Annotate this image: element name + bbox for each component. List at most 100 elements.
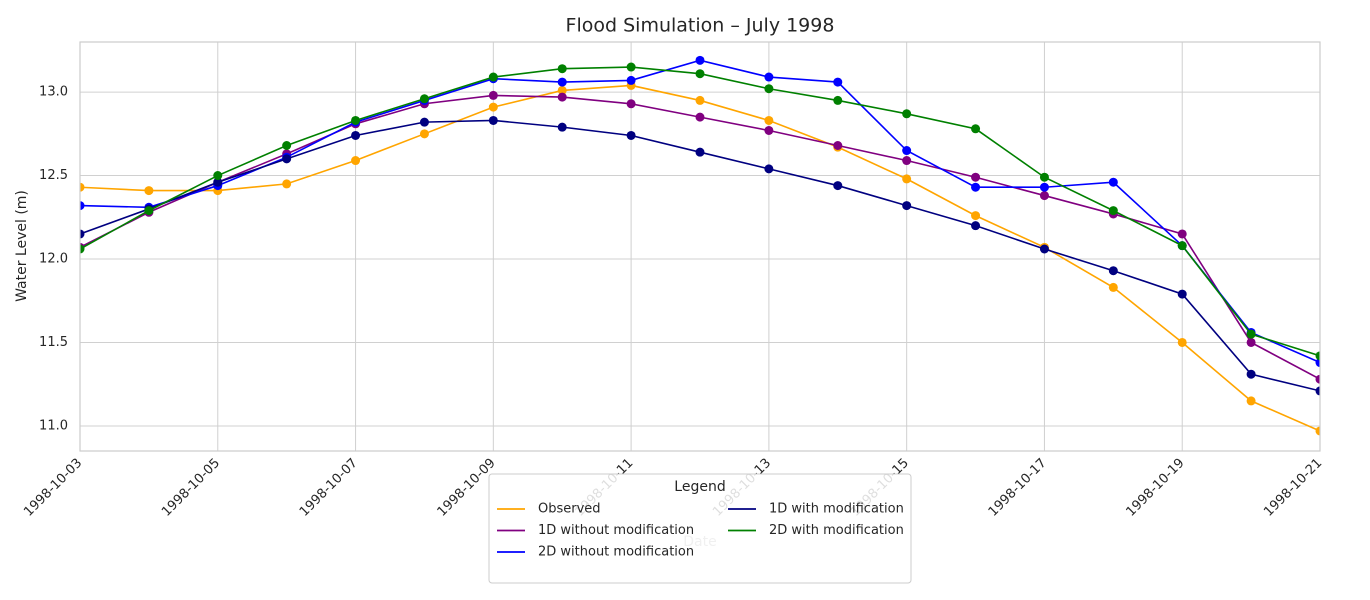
data-point [1315,426,1320,436]
data-point [1177,337,1187,347]
legend-title: Legend [674,479,725,495]
data-point [695,112,705,122]
data-point [626,75,636,85]
data-point [764,115,774,125]
legend-label: 1D with modification [769,502,904,517]
plot-frame [79,41,1321,452]
data-point [695,147,705,157]
data-point [833,77,843,87]
x-tick-label: 1998-10-07 [297,456,361,520]
data-point [1039,244,1049,254]
x-tick-label: 1998-10-05 [159,456,223,520]
series-line [80,66,1320,357]
data-point [1246,369,1256,379]
data-point [488,90,498,100]
data-point [488,102,498,112]
data-point [1177,229,1187,239]
data-point [1315,351,1320,361]
data-point [419,117,429,127]
data-point [282,154,292,164]
y-tick-label: 12.5 [39,168,68,183]
data-point [488,72,498,82]
data-point [351,115,361,125]
y-tick-label: 11.0 [39,418,68,433]
data-point [764,72,774,82]
data-point [1108,177,1118,187]
data-point [80,244,85,254]
data-point [1177,241,1187,251]
data-point [1108,282,1118,292]
data-point [695,55,705,65]
data-point [971,124,981,134]
legend-box [488,473,912,584]
data-point [144,206,154,216]
data-point [1039,182,1049,192]
x-tick-label: 1998-10-03 [21,456,85,520]
data-point [971,172,981,182]
data-point [557,85,567,95]
data-point [1315,386,1320,396]
data-point [1315,374,1320,384]
data-point [351,130,361,140]
data-point [833,181,843,191]
data-point [626,99,636,109]
data-point [1315,358,1320,368]
data-point [695,95,705,105]
data-point [626,130,636,140]
data-point [557,64,567,74]
data-point [764,125,774,135]
data-point [488,115,498,125]
data-point [1177,289,1187,299]
series-line [80,119,1320,392]
ticks: 11.0 11.5 12.0 12.5 13.0 1998-10-03 1998-10-05… [21,85,1325,520]
data-point [902,156,912,166]
data-point [80,229,85,239]
data-point [419,94,429,104]
data-point [971,211,981,221]
data-point [902,109,912,119]
data-point [971,221,981,231]
data-point [902,146,912,156]
data-point [1108,206,1118,216]
x-tick-label: 1998-10-21 [1261,456,1325,520]
data-point [1246,337,1256,347]
data-point [351,156,361,166]
series-line [80,84,1320,432]
data-point [80,201,85,211]
data-point [902,174,912,184]
y-tick-label: 11.5 [39,335,68,350]
data-point [833,141,843,151]
series-line [80,59,1320,364]
data-point [80,182,85,192]
data-point [1039,191,1049,201]
data-point [902,201,912,211]
legend-label: 2D without modification [538,545,694,560]
data-point [144,186,154,196]
data-point [282,179,292,189]
x-tick-label: 1998-10-19 [1123,456,1187,520]
data-point [695,69,705,79]
data-point [764,84,774,94]
legend-label: Observed [538,502,601,517]
data-point [833,95,843,105]
grid [79,42,1321,451]
data-point [213,177,223,187]
y-tick-label: 13.0 [39,85,68,100]
data-point [557,122,567,132]
data-point [764,164,774,174]
data-point [557,77,567,87]
y-axis-label: Water Level (m) [14,190,30,302]
data-point [1246,396,1256,406]
data-point [1246,329,1256,339]
data-point [213,171,223,181]
chart-title: Flood Simulation – July 1998 [566,15,835,37]
data-point [626,62,636,72]
data-point [557,92,567,102]
data-point [1108,266,1118,276]
data-point [419,129,429,139]
legend: Legend Observed 1D without modification 2D … [488,473,912,584]
data-point [971,182,981,192]
legend-label: 2D with modification [769,523,904,538]
y-tick-label: 12.0 [39,252,68,267]
